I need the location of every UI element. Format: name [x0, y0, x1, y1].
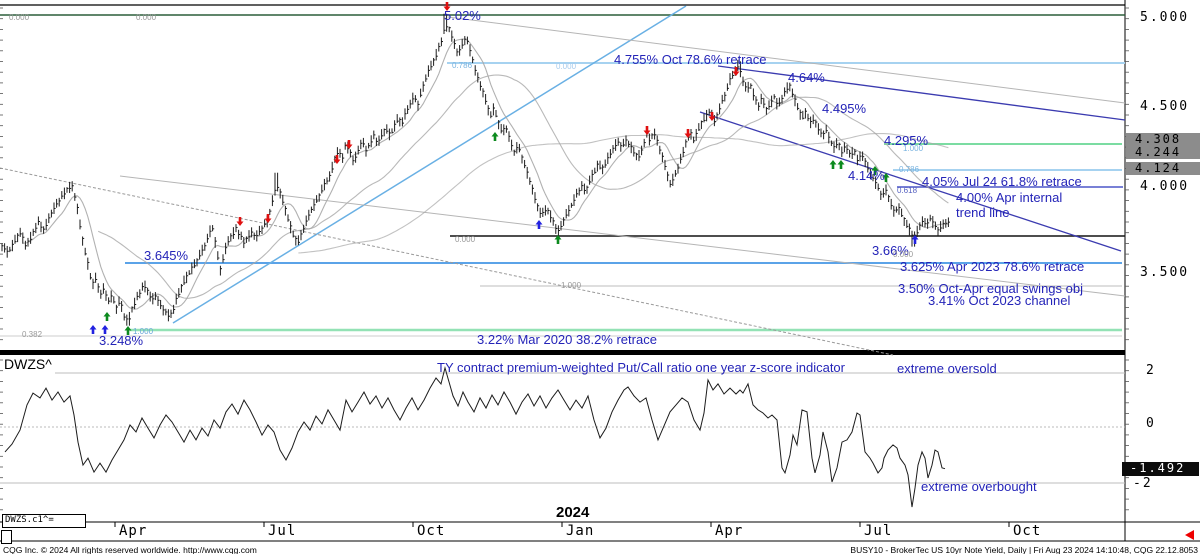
annotation-3-22: 3.22% Mar 2020 38.2% retrace: [477, 332, 657, 347]
price-axis-label: 3.500: [1140, 265, 1190, 280]
fib-level-label: 1.000: [133, 327, 154, 336]
buy-signal-arrow-icon: [871, 166, 879, 175]
annotation-4-295: 4.295%: [884, 133, 929, 148]
sell-signal-arrow-icon: [732, 67, 740, 76]
study-expression-box[interactable]: DWZS.c1^=: [2, 514, 86, 528]
fib-level-label: 0.786: [899, 165, 920, 174]
price-readout-box: 4.244: [1126, 146, 1200, 159]
annotation-4-495: 4.495%: [822, 101, 867, 116]
price-axis-label: 5.000: [1140, 10, 1190, 25]
fib-level-label: 1.000: [561, 281, 582, 290]
sell-signal-arrow-icon: [643, 126, 651, 135]
annotation-4-755: 4.755% Oct 78.6% retrace: [614, 52, 767, 67]
annotation-extreme-overbought: extreme overbought: [921, 479, 1037, 494]
x-axis-label: Apr: [715, 523, 744, 539]
year-label: 2024: [556, 504, 590, 521]
annotation-3-41: 3.41% Oct 2023 channel: [928, 293, 1071, 308]
sell-signal-arrow-icon: [443, 2, 451, 11]
price-readout-box: 4.124: [1126, 162, 1200, 175]
x-axis-label: Jul: [268, 523, 297, 539]
sell-signal-arrow-icon: [708, 112, 716, 121]
sell-signal-arrow-icon: [684, 129, 692, 138]
annotation-3-645: 3.645%: [144, 248, 189, 263]
x-axis-label: Jul: [864, 523, 893, 539]
z-axis[interactable]: [1125, 355, 1200, 522]
annotation-4-05: 4.05% Jul 24 61.8% retrace: [922, 174, 1082, 189]
fib-level-label: 0.000: [893, 250, 914, 259]
fib-level-label: 0.000: [556, 62, 577, 71]
x-axis-label: Oct: [417, 523, 446, 539]
fib-level-label: 0.000: [455, 235, 476, 244]
buy-signal-arrow-icon: [882, 173, 890, 182]
x-axis-label: Oct: [1013, 523, 1042, 539]
copyright-text: CQG Inc. © 2024 All rights reserved worl…: [3, 545, 257, 554]
buy-signal-arrow-icon: [837, 160, 845, 169]
annotation-3-625: 3.625% Apr 2023 78.6% retrace: [900, 259, 1085, 274]
sell-signal-arrow-icon: [333, 155, 341, 164]
price-axis-label: 4.500: [1140, 99, 1190, 114]
scrollbar-nub[interactable]: [1, 530, 12, 544]
annotation-extreme-oversold: extreme oversold: [897, 361, 997, 376]
annotation-3-50: 3.50% Oct-Apr equal swings obj: [898, 281, 1083, 296]
scroll-left-arrow-icon[interactable]: [1185, 530, 1194, 540]
fib-level-label: 0.000: [136, 13, 157, 22]
annotation-5-02: 5.02%: [444, 8, 481, 23]
fib-level-label: 0.618: [897, 186, 918, 195]
price-axis-label: 4.000: [1140, 179, 1190, 194]
annotation-3-248: 3.248%: [99, 333, 144, 348]
price-axis[interactable]: [1125, 0, 1200, 350]
fib-level-label: 1.000: [903, 144, 924, 153]
x-axis-label: Jan: [566, 523, 595, 539]
fib-level-label: 0.000: [9, 13, 30, 22]
fib-level-label: 0.382: [22, 330, 43, 339]
sell-signal-arrow-icon: [236, 217, 244, 226]
z-score-panel[interactable]: [0, 355, 1125, 522]
annotation-3-66: 3.66%: [872, 243, 909, 258]
annotation-4-64: 4.64%: [788, 70, 825, 85]
sell-signal-arrow-icon: [264, 214, 272, 223]
contract-info-text: BUSY10 - BrokerTec US 10yr Note Yield, D…: [850, 545, 1198, 554]
annotation-4-14: 4.14%: [848, 168, 885, 183]
sell-signal-arrow-icon: [345, 140, 353, 149]
study-panel-title: DWZS^: [4, 356, 52, 372]
z-axis-label: 0: [1146, 416, 1156, 431]
buy-signal-arrow-icon: [829, 160, 837, 169]
z-score-study-title: TY contract premium-weighted Put/Call ra…: [437, 360, 845, 375]
z-readout-box: -1.492: [1122, 462, 1199, 476]
buy-signal-arrow-icon: [554, 235, 562, 244]
buy-signal-arrow-icon: [124, 326, 132, 335]
buy-signal-arrow-icon: [911, 235, 919, 244]
buy-signal-arrow-icon: [103, 312, 111, 321]
fib-level-label: 0.786: [452, 61, 473, 70]
z-axis-label: -2: [1133, 476, 1153, 491]
buy-signal-arrow-icon: [491, 132, 499, 141]
z-axis-label: 2: [1146, 363, 1156, 378]
x-axis-label: Apr: [119, 523, 148, 539]
annotation-trend-line: trend line: [956, 205, 1010, 220]
price-readout-box: 4.308: [1126, 133, 1200, 146]
buy-signal-arrow-icon: [101, 325, 109, 334]
buy-signal-arrow-icon: [535, 220, 543, 229]
annotation-4-00: 4.00% Apr internal: [956, 190, 1063, 205]
buy-signal-arrow-icon: [89, 325, 97, 334]
status-bar: CQG Inc. © 2024 All rights reserved worl…: [0, 543, 1200, 554]
